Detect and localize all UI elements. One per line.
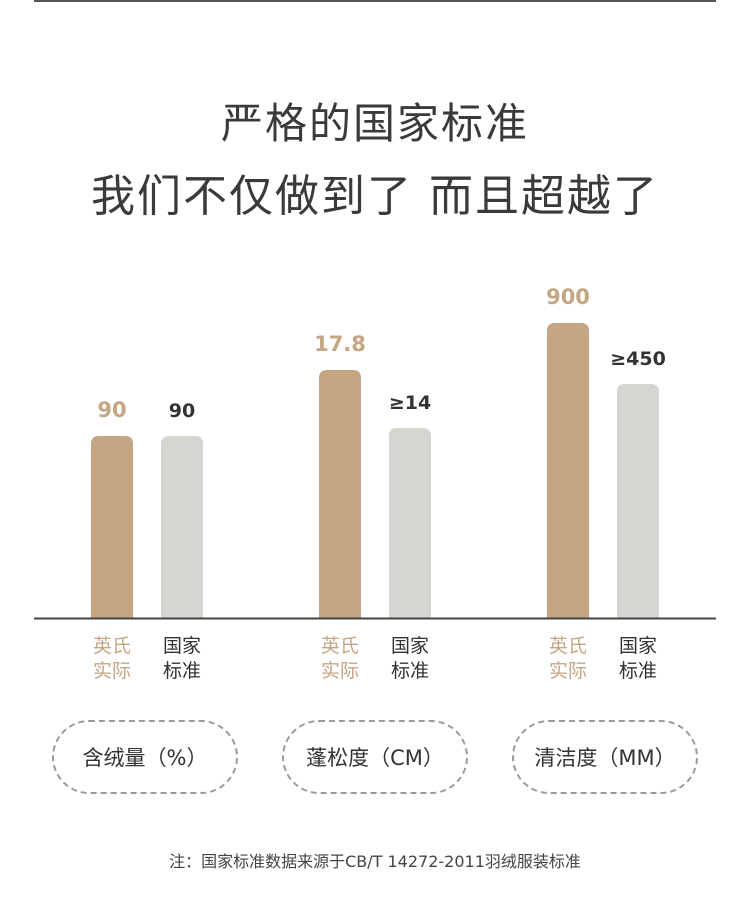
bar-standard	[389, 428, 431, 618]
series-label: 标准	[619, 660, 657, 682]
page-title: 严格的国家标准	[220, 99, 529, 148]
bar-value-label: 90	[169, 400, 195, 422]
category-pill-down-content: 含绒量（%）	[52, 720, 238, 794]
top-divider	[34, 0, 716, 2]
bar-value-label: 17.8	[314, 332, 366, 356]
series-label: 实际	[93, 660, 131, 682]
bar-value-label: 900	[546, 285, 590, 309]
category-pill-cleanliness: 清洁度（MM）	[512, 720, 698, 794]
category-label: 清洁度（MM）	[534, 746, 676, 770]
bar-value-label: 90	[97, 398, 126, 422]
series-label: 国家	[163, 635, 201, 657]
bar-value-label: ≥450	[610, 348, 666, 370]
series-label: 实际	[321, 660, 359, 682]
series-label: 国家	[391, 635, 429, 657]
bar-actual	[91, 436, 133, 618]
bar-actual	[547, 323, 589, 618]
category-label: 蓬松度（CM）	[306, 746, 444, 770]
series-label: 标准	[391, 660, 429, 682]
bar-actual	[319, 370, 361, 618]
category-label: 含绒量（%）	[82, 746, 208, 770]
series-label: 实际	[549, 660, 587, 682]
category-pill-loft: 蓬松度（CM）	[282, 720, 468, 794]
series-label: 英氏	[321, 635, 359, 657]
series-label: 标准	[163, 660, 201, 682]
page-subtitle: 我们不仅做到了 而且超越了	[91, 171, 659, 222]
bar-value-label: ≥14	[389, 392, 431, 414]
bar-standard	[617, 384, 659, 618]
series-label: 英氏	[549, 635, 587, 657]
series-label: 英氏	[93, 635, 131, 657]
bar-standard	[161, 436, 203, 618]
series-label: 国家	[619, 635, 657, 657]
footnote: 注：国家标准数据来源于CB/T 14272-2011羽绒服装标准	[169, 852, 581, 871]
